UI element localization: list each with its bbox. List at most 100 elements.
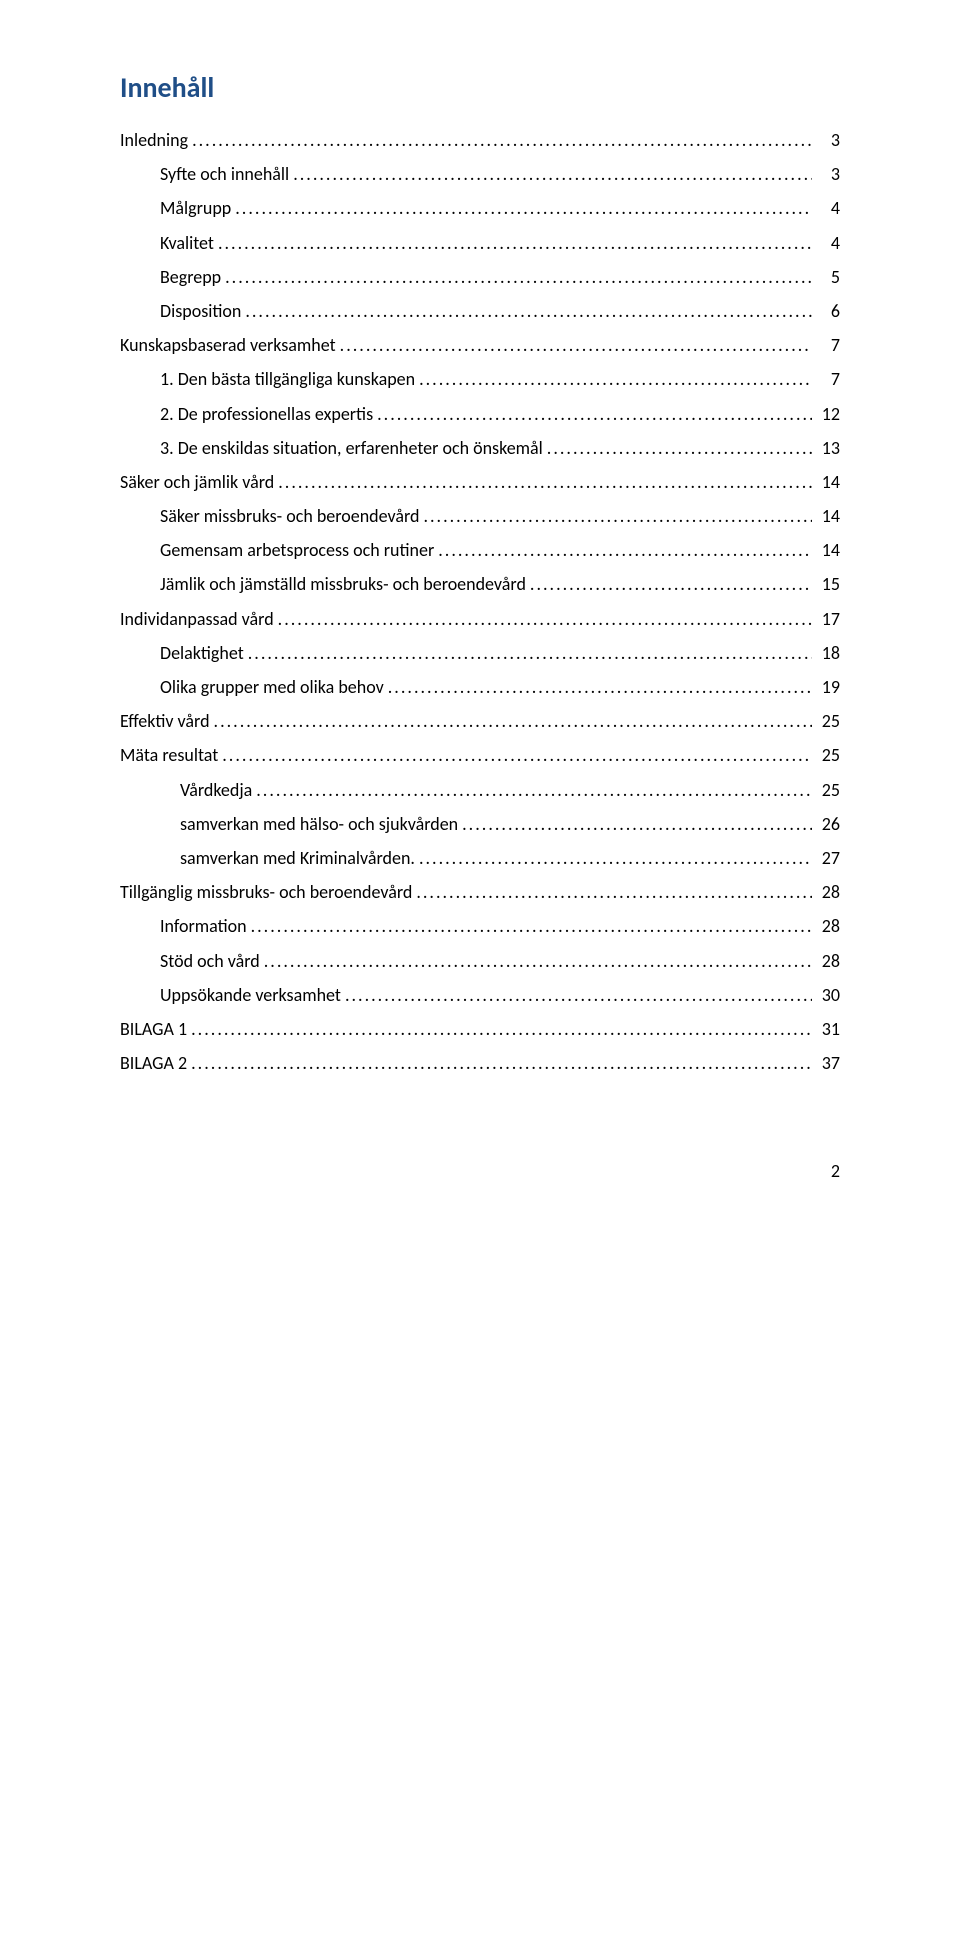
table-of-contents: Inledning3Syfte och innehåll3Målgrupp4Kv… bbox=[120, 123, 840, 1080]
toc-entry[interactable]: Individanpassad vård17 bbox=[120, 602, 840, 636]
toc-leader-dots bbox=[251, 909, 812, 943]
toc-entry-page: 13 bbox=[816, 431, 840, 465]
page-number: 2 bbox=[120, 1160, 840, 1182]
toc-entry[interactable]: Kvalitet 4 bbox=[160, 226, 840, 260]
toc-entry-label: samverkan med hälso- och sjukvården bbox=[180, 807, 458, 841]
toc-leader-dots bbox=[192, 123, 812, 157]
toc-leader-dots bbox=[191, 1012, 812, 1046]
toc-entry-label: Kvalitet bbox=[160, 226, 214, 260]
toc-entry[interactable]: BILAGA 1 31 bbox=[120, 1012, 840, 1046]
toc-entry[interactable]: Gemensam arbetsprocess och rutiner14 bbox=[160, 533, 840, 567]
toc-entry-page: 3 bbox=[816, 157, 840, 191]
toc-leader-dots bbox=[245, 294, 812, 328]
toc-entry-page: 15 bbox=[816, 567, 840, 601]
toc-entry-page: 26 bbox=[816, 807, 840, 841]
toc-leader-dots bbox=[345, 978, 812, 1012]
toc-leader-dots bbox=[419, 841, 812, 875]
toc-entry[interactable]: Tillgänglig missbruks- och beroendevård2… bbox=[120, 875, 840, 909]
toc-leader-dots bbox=[278, 602, 812, 636]
toc-title: Innehåll bbox=[120, 70, 840, 105]
toc-entry-label: Uppsökande verksamhet bbox=[160, 978, 341, 1012]
toc-entry-page: 3 bbox=[816, 123, 840, 157]
toc-entry-label: Jämlik och jämställd missbruks- och bero… bbox=[160, 567, 526, 601]
toc-entry-page: 28 bbox=[816, 944, 840, 978]
toc-entry-label: Säker och jämlik vård bbox=[120, 465, 274, 499]
toc-entry-label: 3. De enskildas situation, erfarenheter … bbox=[160, 431, 543, 465]
toc-entry[interactable]: Olika grupper med olika behov 19 bbox=[160, 670, 840, 704]
toc-leader-dots bbox=[377, 397, 812, 431]
toc-leader-dots bbox=[530, 567, 812, 601]
toc-leader-dots bbox=[256, 773, 812, 807]
toc-entry-page: 12 bbox=[816, 397, 840, 431]
toc-leader-dots bbox=[248, 636, 812, 670]
toc-entry[interactable]: Begrepp5 bbox=[160, 260, 840, 294]
toc-entry-page: 30 bbox=[816, 978, 840, 1012]
toc-entry[interactable]: Delaktighet 18 bbox=[160, 636, 840, 670]
toc-entry-page: 5 bbox=[816, 260, 840, 294]
toc-entry-page: 17 bbox=[816, 602, 840, 636]
toc-entry-page: 6 bbox=[816, 294, 840, 328]
toc-entry-label: Säker missbruks- och beroendevård bbox=[160, 499, 419, 533]
toc-entry-page: 4 bbox=[816, 226, 840, 260]
toc-entry-page: 25 bbox=[816, 738, 840, 772]
toc-entry[interactable]: BILAGA 2 37 bbox=[120, 1046, 840, 1080]
toc-entry[interactable]: Effektiv vård 25 bbox=[120, 704, 840, 738]
toc-entry[interactable]: 1. Den bästa tillgängliga kunskapen 7 bbox=[160, 362, 840, 396]
toc-entry-label: Disposition bbox=[160, 294, 241, 328]
toc-entry[interactable]: Stöd och vård 28 bbox=[160, 944, 840, 978]
toc-entry-page: 14 bbox=[816, 499, 840, 533]
toc-entry-label: Mäta resultat bbox=[120, 738, 218, 772]
toc-leader-dots bbox=[191, 1046, 812, 1080]
toc-entry[interactable]: 3. De enskildas situation, erfarenheter … bbox=[160, 431, 840, 465]
toc-entry[interactable]: Säker missbruks- och beroendevård 14 bbox=[160, 499, 840, 533]
toc-entry[interactable]: Vårdkedja 25 bbox=[180, 773, 840, 807]
toc-leader-dots bbox=[438, 533, 812, 567]
toc-entry[interactable]: Disposition 6 bbox=[160, 294, 840, 328]
toc-entry-label: Inledning bbox=[120, 123, 188, 157]
toc-entry-label: Målgrupp bbox=[160, 191, 231, 225]
toc-entry-label: BILAGA 1 bbox=[120, 1012, 187, 1046]
toc-entry[interactable]: Syfte och innehåll 3 bbox=[160, 157, 840, 191]
toc-entry-page: 7 bbox=[816, 362, 840, 396]
toc-leader-dots bbox=[547, 431, 812, 465]
toc-entry-label: Syfte och innehåll bbox=[160, 157, 289, 191]
toc-leader-dots bbox=[423, 499, 812, 533]
toc-entry[interactable]: Inledning 3 bbox=[120, 123, 840, 157]
toc-entry[interactable]: Kunskapsbaserad verksamhet7 bbox=[120, 328, 840, 362]
toc-entry-label: Olika grupper med olika behov bbox=[160, 670, 384, 704]
toc-entry-page: 14 bbox=[816, 465, 840, 499]
toc-entry[interactable]: Mäta resultat 25 bbox=[120, 738, 840, 772]
toc-entry[interactable]: samverkan med hälso- och sjukvården 26 bbox=[180, 807, 840, 841]
toc-entry-label: Delaktighet bbox=[160, 636, 244, 670]
toc-leader-dots bbox=[214, 704, 812, 738]
toc-entry-label: Vårdkedja bbox=[180, 773, 252, 807]
toc-entry-label: Stöd och vård bbox=[160, 944, 260, 978]
toc-entry[interactable]: 2. De professionellas expertis12 bbox=[160, 397, 840, 431]
toc-entry-label: BILAGA 2 bbox=[120, 1046, 187, 1080]
toc-entry[interactable]: Målgrupp 4 bbox=[160, 191, 840, 225]
toc-leader-dots bbox=[388, 670, 812, 704]
toc-leader-dots bbox=[225, 260, 812, 294]
toc-entry-page: 19 bbox=[816, 670, 840, 704]
toc-entry-page: 18 bbox=[816, 636, 840, 670]
toc-entry-label: Kunskapsbaserad verksamhet bbox=[120, 328, 336, 362]
toc-entry-page: 4 bbox=[816, 191, 840, 225]
toc-entry-page: 25 bbox=[816, 773, 840, 807]
toc-entry-label: samverkan med Kriminalvården. bbox=[180, 841, 415, 875]
toc-entry-page: 37 bbox=[816, 1046, 840, 1080]
toc-entry-page: 28 bbox=[816, 875, 840, 909]
toc-entry-page: 31 bbox=[816, 1012, 840, 1046]
toc-entry[interactable]: samverkan med Kriminalvården.27 bbox=[180, 841, 840, 875]
toc-entry-label: Information bbox=[160, 909, 247, 943]
toc-entry[interactable]: Jämlik och jämställd missbruks- och bero… bbox=[160, 567, 840, 601]
toc-leader-dots bbox=[416, 875, 812, 909]
toc-leader-dots bbox=[419, 362, 812, 396]
toc-entry-label: 1. Den bästa tillgängliga kunskapen bbox=[160, 362, 415, 396]
toc-entry-label: Effektiv vård bbox=[120, 704, 210, 738]
toc-entry-page: 25 bbox=[816, 704, 840, 738]
toc-entry[interactable]: Uppsökande verksamhet 30 bbox=[160, 978, 840, 1012]
toc-leader-dots bbox=[222, 738, 812, 772]
toc-entry[interactable]: Information28 bbox=[160, 909, 840, 943]
toc-leader-dots bbox=[462, 807, 812, 841]
toc-entry[interactable]: Säker och jämlik vård 14 bbox=[120, 465, 840, 499]
